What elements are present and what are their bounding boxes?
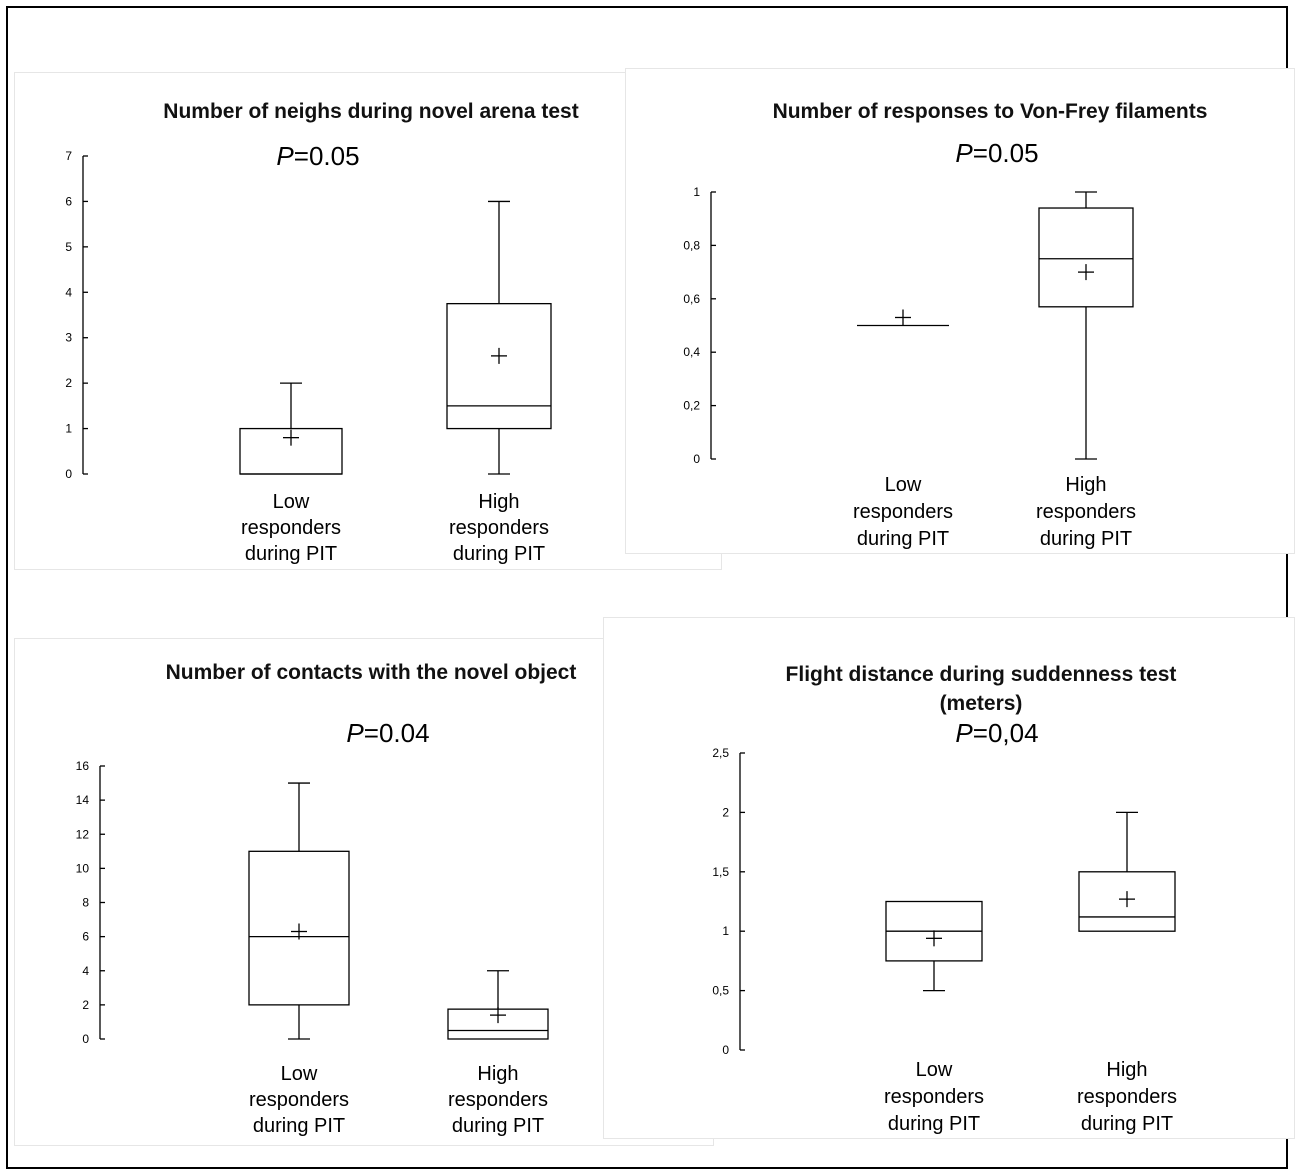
category-label-line: Low [273, 491, 310, 513]
y-tick-label: 0 [693, 452, 700, 466]
p-symbol: P [955, 138, 973, 168]
y-tick-label: 0,8 [683, 238, 700, 252]
y-tick-label: 0 [82, 1032, 89, 1046]
p-value-label: P=0,04 [955, 718, 1038, 748]
chart-title-line2: (meters) [940, 692, 1023, 715]
y-tick-label: 5 [65, 240, 72, 254]
interquartile-box [1038, 207, 1134, 308]
chart-panel-3: Number of contacts with the novel object… [76, 661, 577, 1137]
p-value: =0.05 [294, 141, 360, 171]
chart-title: Number of contacts with the novel object [166, 661, 577, 684]
y-tick-label: 1 [65, 422, 72, 436]
box-2 [1038, 191, 1134, 460]
box-2 [446, 200, 552, 475]
box-1 [857, 309, 949, 327]
chart-title: Flight distance during suddenness test [786, 663, 1177, 686]
y-tick-label: 4 [82, 964, 89, 978]
category-label-line: High [1106, 1059, 1147, 1081]
y-tick-label: 12 [76, 827, 90, 841]
category-label: Low responders during PIT [249, 1063, 349, 1137]
y-tick-label: 0,6 [683, 292, 700, 306]
p-value-label: P=0.04 [346, 718, 429, 748]
y-tick-label: 1 [722, 924, 729, 938]
category-label-line: High [477, 1063, 518, 1085]
y-tick-label: 10 [76, 861, 90, 875]
category-label-line: responders [884, 1086, 984, 1108]
p-symbol: P [276, 141, 294, 171]
box-2 [1078, 811, 1176, 932]
chart-panel-4: Flight distance during suddenness test (m… [712, 663, 1177, 1135]
y-tick-label: 2 [65, 376, 72, 390]
y-tick-label: 2,5 [712, 746, 729, 760]
category-label-line: Low [885, 474, 922, 496]
box-2 [447, 970, 549, 1040]
y-tick-label: 16 [76, 759, 90, 773]
interquartile-box [248, 850, 350, 1006]
y-tick-label: 3 [65, 331, 72, 345]
y-tick-label: 6 [82, 930, 89, 944]
category-label-line: responders [241, 517, 341, 539]
category-label-line: Low [916, 1059, 953, 1081]
chart-title: Number of neighs during novel arena test [163, 100, 578, 123]
panel-background-2 [625, 68, 1295, 554]
category-label-line: responders [1036, 501, 1136, 523]
panel-background-1 [14, 72, 722, 570]
category-label-line: during PIT [253, 1115, 345, 1137]
category-label-line: responders [449, 517, 549, 539]
y-tick-label: 8 [82, 896, 89, 910]
p-value-label: P=0.05 [955, 138, 1038, 168]
chart-panel-2: Number of responses to Von-Frey filament… [683, 100, 1207, 550]
box-1 [239, 382, 343, 475]
p-symbol: P [955, 718, 973, 748]
y-tick-label: 1,5 [712, 865, 729, 879]
y-tick-label: 0,4 [683, 345, 700, 359]
category-label-line: responders [249, 1089, 349, 1111]
y-tick-label: 2 [722, 805, 729, 819]
chart-panel-1: Number of neighs during novel arena test… [65, 100, 578, 565]
interquartile-box [446, 302, 552, 430]
chart-title: Number of responses to Von-Frey filament… [773, 100, 1208, 123]
category-label: High responders during PIT [448, 1063, 548, 1137]
interquartile-box [1078, 871, 1176, 932]
category-label-line: during PIT [857, 528, 949, 550]
category-label-line: Low [281, 1063, 318, 1085]
category-label: High responders during PIT [1077, 1059, 1177, 1135]
p-value: =0.05 [973, 138, 1039, 168]
category-label-line: during PIT [1081, 1113, 1173, 1135]
y-tick-label: 0,5 [712, 984, 729, 998]
panel-background-4 [603, 617, 1295, 1139]
category-label: High responders during PIT [1036, 474, 1136, 550]
category-label-line: High [478, 491, 519, 513]
category-label-line: responders [448, 1089, 548, 1111]
p-value: =0.04 [364, 718, 430, 748]
y-tick-label: 6 [65, 194, 72, 208]
y-tick-label: 0 [722, 1043, 729, 1057]
category-label: Low responders during PIT [884, 1059, 984, 1135]
y-tick-label: 0 [65, 467, 72, 481]
y-tick-label: 7 [65, 149, 72, 163]
y-tick-label: 14 [76, 793, 90, 807]
category-label: High responders during PIT [449, 491, 549, 565]
panel-background-3 [14, 638, 714, 1146]
y-tick-label: 0,2 [683, 399, 700, 413]
y-tick-label: 2 [82, 998, 89, 1012]
category-label-line: responders [1077, 1086, 1177, 1108]
category-label-line: during PIT [245, 543, 337, 565]
category-label-line: during PIT [888, 1113, 980, 1135]
category-label: Low responders during PIT [853, 474, 953, 550]
p-symbol: P [346, 718, 364, 748]
category-label-line: High [1065, 474, 1106, 496]
category-label: Low responders during PIT [241, 491, 341, 565]
category-label-line: during PIT [453, 543, 545, 565]
category-label-line: responders [853, 501, 953, 523]
y-tick-label: 4 [65, 285, 72, 299]
p-value: =0,04 [973, 718, 1039, 748]
p-value-label: P=0.05 [276, 141, 359, 171]
box-1 [885, 900, 983, 992]
category-label-line: during PIT [1040, 528, 1132, 550]
y-tick-label: 1 [693, 185, 700, 199]
box-1 [248, 782, 350, 1040]
category-label-line: during PIT [452, 1115, 544, 1137]
